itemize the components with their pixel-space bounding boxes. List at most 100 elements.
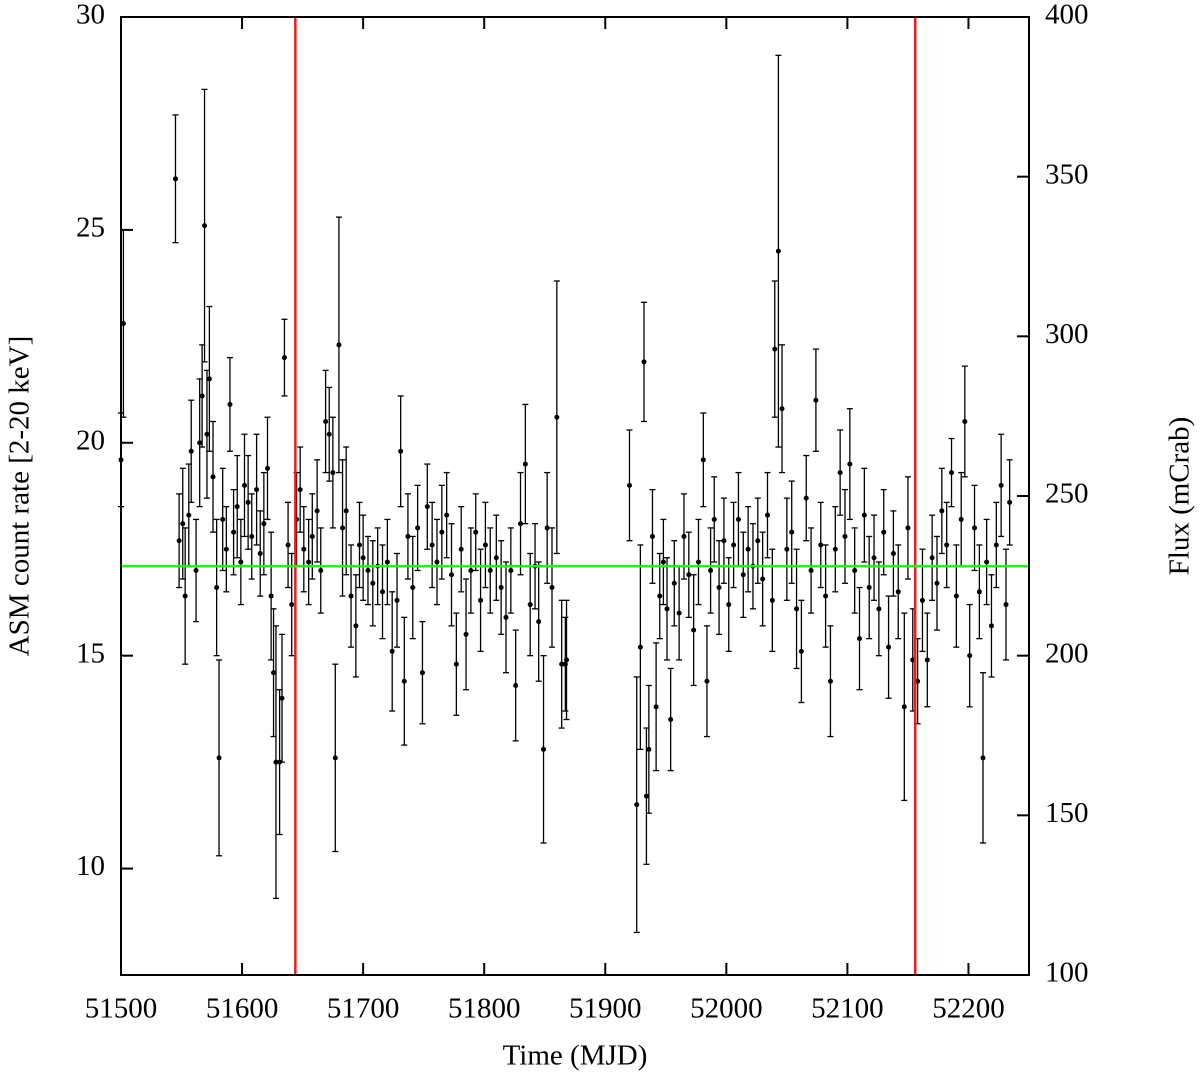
data-point [503,614,509,620]
data-point [895,589,901,595]
data-point [764,512,770,518]
data-point [984,559,990,565]
data-point [704,678,710,684]
data-point [389,648,395,654]
data-point [686,572,692,578]
data-point [716,585,722,591]
data-point [527,602,533,608]
data-point [657,593,663,599]
data-point [668,717,674,723]
data-point [695,559,701,565]
data-point [410,585,416,591]
data-point [818,542,824,548]
data-point [365,568,371,574]
data-point [789,529,795,535]
data-point [210,474,216,480]
data-point [626,482,632,488]
data-point [852,568,858,574]
data-point [541,746,547,752]
y2-tick-label: 200 [1045,637,1089,669]
data-point [231,529,237,535]
data-point [772,346,778,352]
data-point [360,555,366,561]
data-point [967,653,973,659]
x-tick-label: 51900 [569,993,642,1025]
data-point [405,533,411,539]
data-point [214,585,220,591]
data-point [326,431,332,437]
data-point [660,559,666,565]
data-point [823,593,829,599]
data-point [711,516,717,522]
data-point [332,755,338,761]
data-point [564,657,570,663]
data-point [182,593,188,599]
data-point [671,580,677,586]
x-tick-label: 52100 [811,993,884,1025]
data-point [444,512,450,518]
data-point [449,572,455,578]
data-point [929,555,935,561]
x-tick-label: 52200 [932,993,1005,1025]
data-point [348,593,354,599]
data-point [641,359,647,365]
data-point [199,393,205,399]
data-point [803,495,809,501]
data-point [493,555,499,561]
data-point [649,533,655,539]
y2-tick-label: 350 [1045,158,1089,190]
data-point [691,627,697,633]
data-point [508,568,514,574]
data-point [482,542,488,548]
data-point [998,482,1004,488]
data-point [306,559,312,565]
data-point [264,465,270,471]
data-point [336,342,342,348]
data-point [323,418,329,424]
x-tick-label: 51700 [327,993,400,1025]
data-point [522,461,528,467]
data-point [962,418,968,424]
data-point [958,516,964,522]
data-point [769,597,775,603]
data-point [227,401,233,407]
data-point [934,580,940,586]
data-point [271,670,277,676]
data-point [279,695,285,701]
data-point [261,521,267,527]
data-point [330,470,336,476]
y2-tick-label: 300 [1045,318,1089,350]
data-point [180,521,186,527]
data-point [881,529,887,535]
data-point [847,461,853,467]
plot-frame [120,16,1030,976]
data-point [643,793,649,799]
data-point [726,602,732,608]
data-point [808,568,814,574]
y2-tick-label: 150 [1045,797,1089,829]
y-tick-label: 20 [76,424,105,456]
data-point [924,657,930,663]
y2-axis-label: Flux (mCrab) [1164,417,1196,576]
data-point [398,448,404,454]
data-point [268,593,274,599]
data-point [944,542,950,548]
data-point [254,487,260,493]
data-point [681,533,687,539]
data-point [463,631,469,637]
data-point [513,682,519,688]
data-point [886,644,892,650]
y-tick-label: 30 [76,0,105,31]
data-point [297,487,303,493]
y-axis-label: ASM count rate [2-20 keV] [4,336,36,657]
data-point [745,546,751,552]
data-point [234,504,240,510]
data-point [779,406,785,412]
data-point [188,448,194,454]
data-point [289,602,295,608]
data-point [890,550,896,556]
data-point [343,508,349,514]
data-point [866,585,872,591]
data-point [536,619,542,625]
